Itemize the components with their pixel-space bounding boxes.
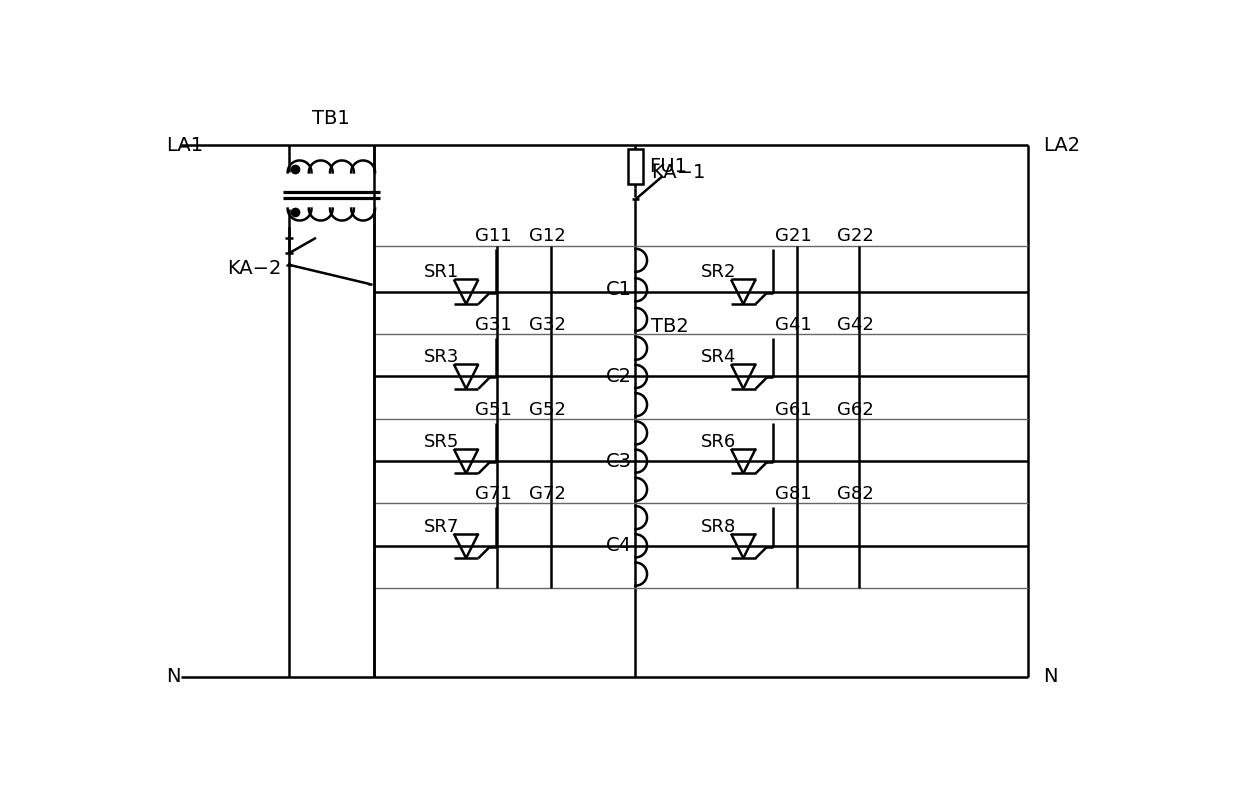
Text: G72: G72 <box>528 485 565 503</box>
Text: G52: G52 <box>528 401 565 418</box>
Text: C2: C2 <box>605 367 631 386</box>
Text: SR3: SR3 <box>424 348 459 366</box>
Text: G41: G41 <box>775 316 812 334</box>
Text: LA2: LA2 <box>1044 136 1081 155</box>
Text: KA−1: KA−1 <box>651 163 706 182</box>
Text: G62: G62 <box>837 401 873 418</box>
Text: N: N <box>1044 667 1058 686</box>
Text: C3: C3 <box>605 452 631 471</box>
Bar <box>627 149 644 184</box>
Text: SR5: SR5 <box>424 433 459 451</box>
Text: G32: G32 <box>528 316 565 334</box>
Text: N: N <box>166 667 180 686</box>
Text: TB2: TB2 <box>651 317 688 336</box>
Text: SR8: SR8 <box>701 518 737 536</box>
Text: TB1: TB1 <box>312 109 350 128</box>
Text: G82: G82 <box>837 485 873 503</box>
Text: G22: G22 <box>837 227 873 246</box>
Text: G31: G31 <box>475 316 511 334</box>
Text: FU1: FU1 <box>650 157 687 176</box>
Text: KA−2: KA−2 <box>227 259 281 278</box>
Text: SR1: SR1 <box>424 263 459 281</box>
Text: G42: G42 <box>837 316 873 334</box>
Text: SR7: SR7 <box>424 518 459 536</box>
Text: C1: C1 <box>605 281 631 300</box>
Text: C4: C4 <box>605 537 631 556</box>
Text: G12: G12 <box>528 227 565 246</box>
Text: LA1: LA1 <box>166 136 203 155</box>
Text: SR6: SR6 <box>701 433 737 451</box>
Text: SR4: SR4 <box>701 348 737 366</box>
Text: G71: G71 <box>475 485 511 503</box>
Text: G61: G61 <box>775 401 812 418</box>
Text: G21: G21 <box>775 227 812 246</box>
Text: G11: G11 <box>475 227 511 246</box>
Text: SR2: SR2 <box>701 263 737 281</box>
Text: G51: G51 <box>475 401 511 418</box>
Text: G81: G81 <box>775 485 812 503</box>
